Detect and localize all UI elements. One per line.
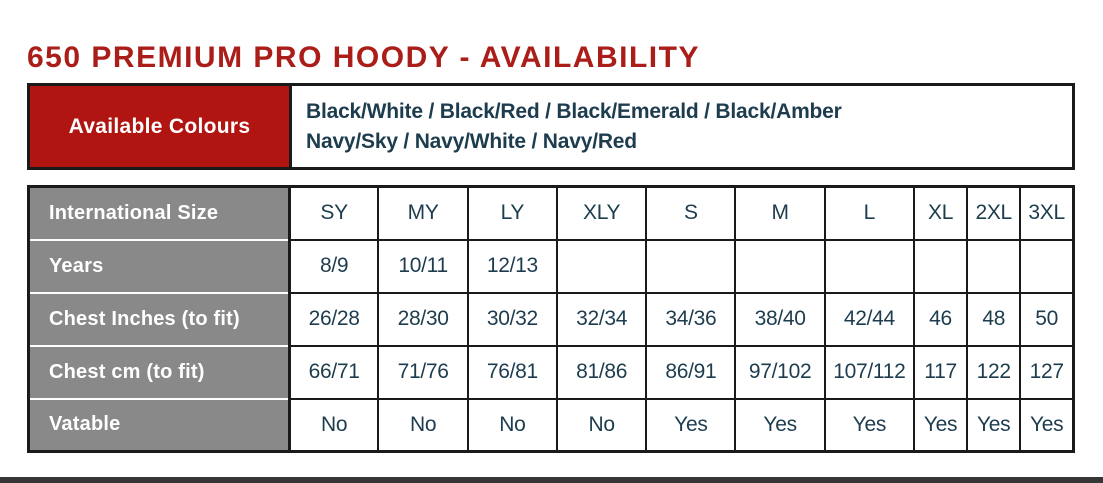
size-cell: 2XL (966, 185, 1022, 241)
chest-inches-cell: 26/28 (288, 291, 380, 347)
chest-inches-cell: 50 (1019, 291, 1075, 347)
chest-cm-cell: 76/81 (466, 344, 558, 400)
vatable-cell: Yes (823, 397, 915, 453)
vatable-cell: Yes (1019, 397, 1075, 453)
row-header-years: Years (28, 239, 291, 294)
chest-inches-cell: 46 (912, 291, 969, 347)
available-colours-values: Black/White / Black/Red / Black/Emerald … (292, 86, 1072, 167)
chest-inches-cell: 42/44 (823, 291, 915, 347)
years-cell: 10/11 (377, 238, 469, 294)
years-cell (966, 238, 1022, 294)
size-cell: MY (377, 185, 469, 241)
vatable-cell: No (288, 397, 380, 453)
table-row-chest-inches: Chest Inches (to fit) 26/28 28/30 30/32 … (28, 291, 1075, 347)
chest-cm-cell: 117 (912, 344, 969, 400)
table-row-vatable: Vatable No No No No Yes Yes Yes Yes Yes … (28, 397, 1075, 453)
colours-line-1: Black/White / Black/Red / Black/Emerald … (306, 99, 842, 123)
years-cell (912, 238, 969, 294)
available-colours-table: Available Colours Black/White / Black/Re… (27, 83, 1075, 170)
footer-divider-bar (0, 477, 1103, 483)
table-row-chest-cm: Chest cm (to fit) 66/71 71/76 76/81 81/8… (28, 344, 1075, 400)
vatable-cell: Yes (734, 397, 826, 453)
size-cell: S (645, 185, 737, 241)
vatable-cell: Yes (645, 397, 737, 453)
row-header-chest-cm: Chest cm (to fit) (28, 345, 291, 400)
chest-inches-cell: 28/30 (377, 291, 469, 347)
chest-cm-cell: 107/112 (823, 344, 915, 400)
size-cell: XLY (555, 185, 648, 241)
chest-cm-cell: 81/86 (555, 344, 648, 400)
row-header-international-size: International Size (28, 186, 291, 241)
vatable-cell: Yes (912, 397, 969, 453)
years-cell: 12/13 (466, 238, 558, 294)
size-cell: M (734, 185, 826, 241)
vatable-cell: Yes (966, 397, 1022, 453)
chest-inches-cell: 48 (966, 291, 1022, 347)
row-header-vatable: Vatable (28, 398, 291, 452)
chest-inches-cell: 30/32 (466, 291, 558, 347)
row-header-chest-inches: Chest Inches (to fit) (28, 292, 291, 347)
years-cell (1019, 238, 1075, 294)
chest-inches-cell: 38/40 (734, 291, 826, 347)
years-cell: 8/9 (288, 238, 380, 294)
available-colours-header: Available Colours (30, 86, 292, 167)
size-cell: L (823, 185, 915, 241)
chest-cm-cell: 97/102 (734, 344, 826, 400)
size-cell: 3XL (1019, 185, 1075, 241)
size-availability-table: International Size SY MY LY XLY S M L XL… (27, 185, 1075, 453)
chest-cm-cell: 122 (966, 344, 1022, 400)
chest-cm-cell: 127 (1019, 344, 1075, 400)
years-cell (823, 238, 915, 294)
table-row-years: Years 8/9 10/11 12/13 (28, 238, 1075, 294)
years-cell (734, 238, 826, 294)
table-row-international-size: International Size SY MY LY XLY S M L XL… (28, 185, 1075, 241)
chest-cm-cell: 66/71 (288, 344, 380, 400)
years-cell (555, 238, 648, 294)
size-cell: LY (466, 185, 558, 241)
size-cell: XL (912, 185, 969, 241)
size-cell: SY (288, 185, 380, 241)
chest-inches-cell: 34/36 (645, 291, 737, 347)
vatable-cell: No (377, 397, 469, 453)
chest-inches-cell: 32/34 (555, 291, 648, 347)
vatable-cell: No (466, 397, 558, 453)
colours-line-2: Navy/Sky / Navy/White / Navy/Red (306, 129, 637, 153)
chest-cm-cell: 71/76 (377, 344, 469, 400)
vatable-cell: No (555, 397, 648, 453)
page-title: 650 PREMIUM PRO HOODY - AVAILABILITY (27, 41, 700, 75)
chest-cm-cell: 86/91 (645, 344, 737, 400)
years-cell (645, 238, 737, 294)
